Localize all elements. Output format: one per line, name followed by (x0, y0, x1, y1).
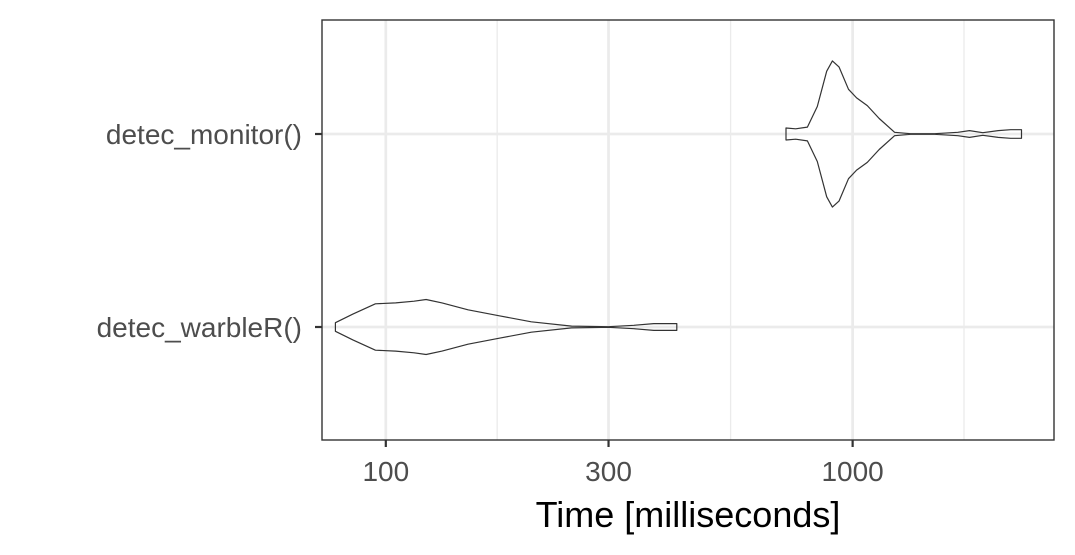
panel-border (321, 19, 1055, 441)
x-axis-title: Time [milliseconds] (536, 494, 841, 535)
violin-detec-warbler (334, 298, 678, 356)
x-tick-label: 300 (585, 456, 632, 487)
x-tick-label: 1000 (821, 456, 883, 487)
x-tick-label: 100 (362, 456, 409, 487)
y-tick-label: detec_monitor() (106, 119, 302, 150)
violin-detec-monitor (785, 60, 1023, 208)
minor-gridlines (496, 20, 965, 440)
y-axis: detec_monitor() detec_warbleR() (97, 119, 322, 343)
violins (334, 60, 1023, 356)
x-axis: 100 300 1000 (362, 440, 884, 487)
y-tick-label: detec_warbleR() (97, 312, 302, 343)
major-gridlines (322, 20, 1054, 440)
